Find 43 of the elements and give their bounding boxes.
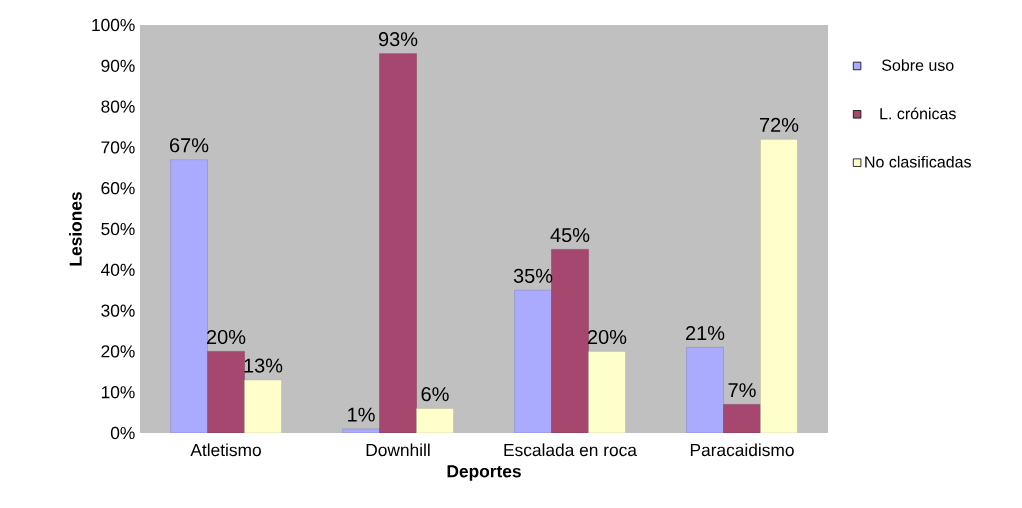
data-label: 20%: [206, 329, 246, 345]
bar: [244, 379, 282, 433]
y-tick-label: 80%: [101, 100, 135, 113]
y-tick-label: 90%: [101, 59, 135, 72]
y-tick-label: 10%: [101, 386, 135, 399]
bar: [207, 351, 245, 433]
y-tick-label: 50%: [101, 222, 135, 236]
x-tick-label: Atletismo: [190, 443, 261, 457]
y-tick-label: 20%: [101, 345, 135, 358]
bar: [551, 249, 589, 433]
bar: [514, 290, 552, 433]
x-tick-label: Escalada en roca: [504, 443, 637, 457]
bar: [342, 428, 380, 433]
x-axis-title: Deportes: [447, 465, 521, 481]
y-tick-label: 0%: [110, 426, 135, 440]
x-tick-label: Paracaidismo: [690, 443, 794, 457]
data-label: 7%: [728, 383, 756, 398]
data-label: 13%: [244, 358, 283, 373]
data-label: 21%: [686, 325, 725, 341]
bar: [723, 404, 761, 433]
data-label: 45%: [550, 228, 590, 243]
bar: [686, 347, 724, 433]
legend-label: Sobre uso: [882, 59, 954, 71]
bar: [760, 139, 798, 433]
x-tick-label: Downhill: [366, 443, 430, 457]
y-tick-label: 60%: [101, 182, 135, 195]
bar: [379, 53, 417, 433]
data-label: 1%: [348, 407, 375, 422]
data-label: 20%: [587, 329, 627, 345]
y-tick-label: 30%: [101, 304, 135, 317]
data-label: 6%: [421, 387, 449, 402]
data-label: 67%: [170, 138, 209, 153]
data-label: 93%: [378, 32, 418, 47]
y-tick-label: 70%: [101, 141, 135, 154]
data-label: 72%: [759, 117, 799, 132]
bar: [170, 159, 208, 433]
bar: [588, 351, 626, 433]
legend-label: No clasificadas: [865, 155, 971, 168]
y-tick-label: 100%: [92, 18, 135, 32]
y-tick-label: 40%: [101, 263, 135, 276]
y-axis-title: Lesiones: [69, 192, 82, 266]
legend-label: L. crónicas: [880, 107, 956, 120]
bar: [416, 408, 454, 433]
